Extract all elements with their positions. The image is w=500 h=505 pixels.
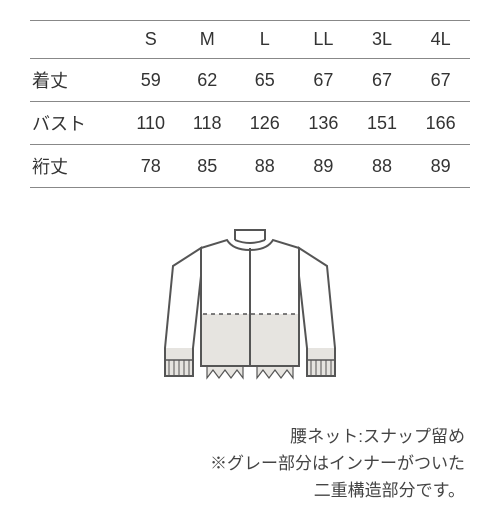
cell: 126 xyxy=(236,102,295,145)
header-row: S M L LL 3L 4L xyxy=(30,21,470,59)
header-blank xyxy=(30,21,122,59)
size-chart-table: S M L LL 3L 4L 着丈 59 62 65 67 67 67 バスト … xyxy=(30,20,470,188)
size-header: L xyxy=(236,21,295,59)
table-row: バスト 110 118 126 136 151 166 xyxy=(30,102,470,145)
cell: 67 xyxy=(294,59,353,102)
table-row: 着丈 59 62 65 67 67 67 xyxy=(30,59,470,102)
row-label: 着丈 xyxy=(30,59,122,102)
row-label: 裄丈 xyxy=(30,145,122,188)
size-header: S xyxy=(122,21,179,59)
cell: 65 xyxy=(236,59,295,102)
caption-line: 腰ネット:スナップ留め xyxy=(30,423,465,450)
size-header: 4L xyxy=(411,21,470,59)
cell: 88 xyxy=(353,145,412,188)
cell: 118 xyxy=(179,102,236,145)
cell: 62 xyxy=(179,59,236,102)
cell: 136 xyxy=(294,102,353,145)
cell: 67 xyxy=(353,59,412,102)
cell: 110 xyxy=(122,102,179,145)
cell: 89 xyxy=(294,145,353,188)
table-row: 裄丈 78 85 88 89 88 89 xyxy=(30,145,470,188)
cell: 89 xyxy=(411,145,470,188)
jacket-icon xyxy=(155,218,345,398)
size-header: M xyxy=(179,21,236,59)
jacket-diagram xyxy=(30,218,470,403)
row-label: バスト xyxy=(30,102,122,145)
cell: 59 xyxy=(122,59,179,102)
cell: 166 xyxy=(411,102,470,145)
cell: 78 xyxy=(122,145,179,188)
cell: 67 xyxy=(411,59,470,102)
cell: 88 xyxy=(236,145,295,188)
caption-block: 腰ネット:スナップ留め ※グレー部分はインナーがついた 二重構造部分です。 xyxy=(30,423,470,505)
caption-line: ※グレー部分はインナーがついた xyxy=(30,450,465,477)
cell: 85 xyxy=(179,145,236,188)
size-header: 3L xyxy=(353,21,412,59)
cell: 151 xyxy=(353,102,412,145)
size-header: LL xyxy=(294,21,353,59)
caption-line: 二重構造部分です。 xyxy=(30,477,465,504)
